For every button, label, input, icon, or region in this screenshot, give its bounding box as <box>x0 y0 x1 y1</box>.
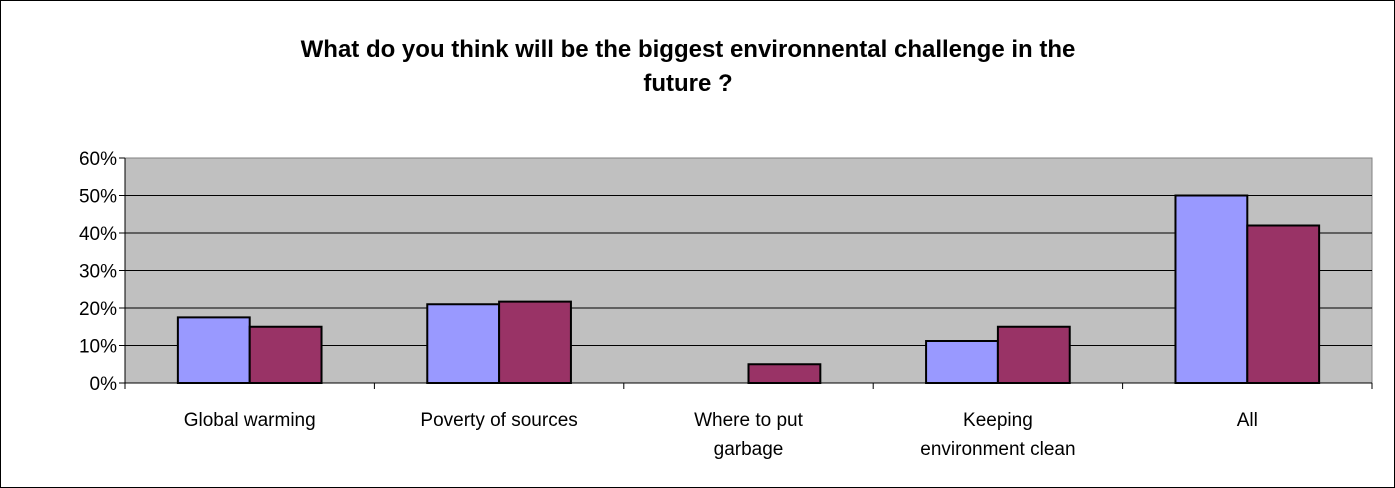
bar <box>747 363 822 384</box>
y-tick-label: 10% <box>79 337 117 358</box>
bars <box>176 194 1321 384</box>
y-tick-label: 30% <box>79 262 117 283</box>
axes <box>119 157 1373 389</box>
x-category-label: Poverty of sources <box>420 410 577 431</box>
gridlines <box>125 195 1372 346</box>
bar <box>176 316 251 384</box>
x-category-label: Keeping <box>963 410 1033 431</box>
x-category-label: All <box>1237 410 1258 431</box>
chart-title: What do you think will be the biggest en… <box>301 36 1076 97</box>
bar <box>426 303 501 384</box>
y-axis-ticks: 0% 10% 20% 30% 40% 50% 60% <box>79 149 117 395</box>
x-axis-categories: Global warming Poverty of sources Where to… <box>184 410 1258 460</box>
chart-title-line: future ? <box>643 70 732 97</box>
x-category-label: Where to put <box>694 410 803 431</box>
x-category-label: Global warming <box>184 410 316 431</box>
bar <box>1174 194 1249 384</box>
y-tick-label: 40% <box>79 224 117 245</box>
y-tick-label: 20% <box>79 299 117 320</box>
y-tick-label: 60% <box>79 149 117 170</box>
x-category-label: garbage <box>714 439 784 460</box>
y-tick-label: 0% <box>90 374 118 395</box>
bar <box>248 325 323 384</box>
bar <box>498 300 572 384</box>
bar <box>1246 224 1321 384</box>
bar <box>996 325 1071 384</box>
x-category-label: environment clean <box>920 439 1075 460</box>
bar <box>925 340 999 384</box>
y-tick-label: 50% <box>79 187 117 208</box>
chart-title-line: What do you think will be the biggest en… <box>301 36 1076 63</box>
